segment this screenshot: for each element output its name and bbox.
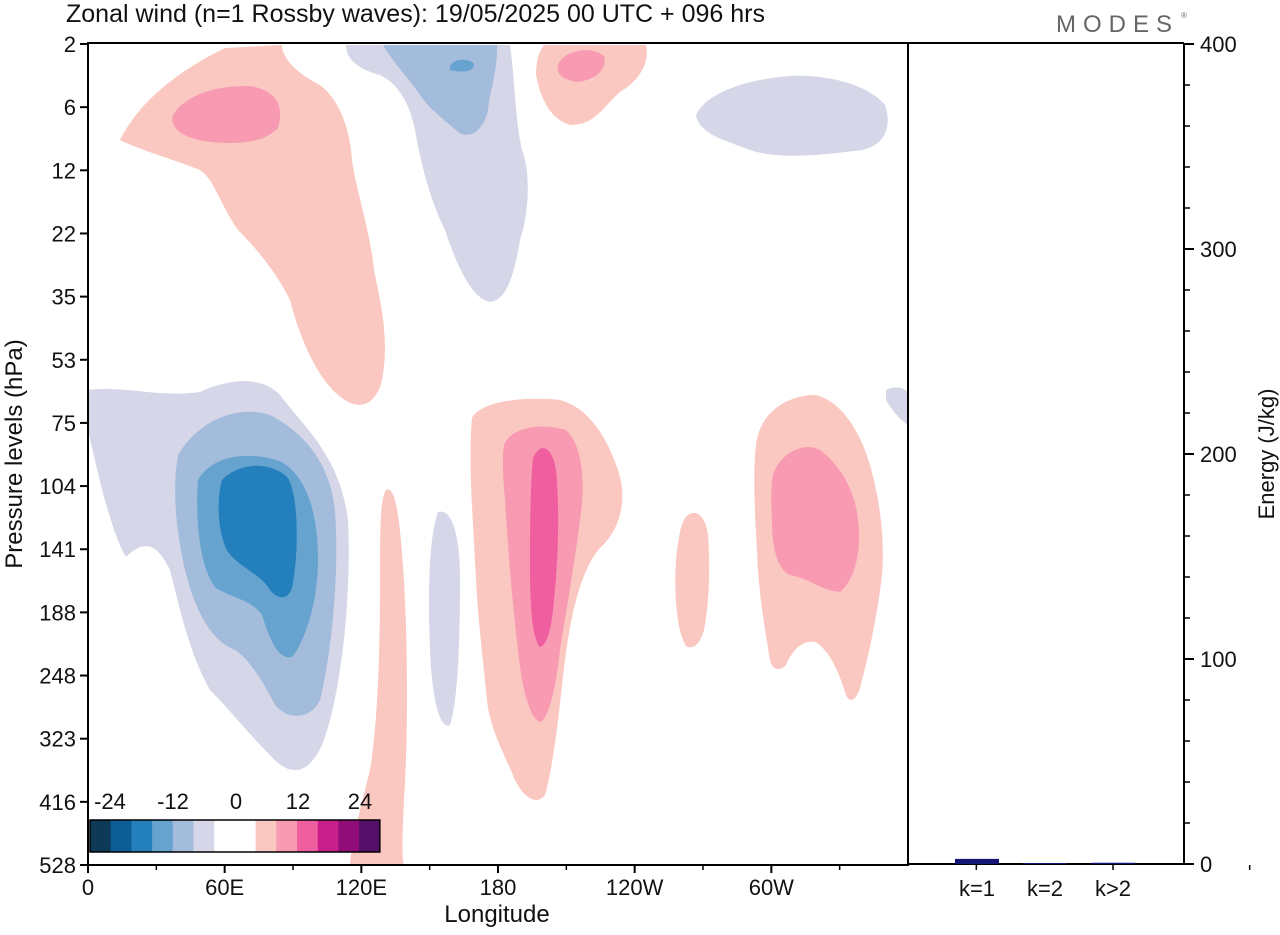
pressure-tick-label-75: 75 [52,411,76,436]
colorbar-cell-3 [152,820,174,852]
energy-tick-label-0: 0 [1200,852,1212,877]
longitude-tick-label-180: 180 [480,875,517,900]
colorbar-cell-9 [276,820,298,852]
colorbar-label-24: 24 [348,789,372,814]
pressure-tick-label-141: 141 [39,537,76,562]
colorbar: -24 -12 0 12 24 [89,789,381,853]
longitude-tick-label-0: 0 [82,875,94,900]
pos-contour-1-level2 [172,85,281,144]
longitude-tick-label-60e: 60E [205,875,244,900]
pressure-tick-label-188: 188 [39,600,76,625]
colorbar-label-12: 12 [286,789,310,814]
longitude-tick-label-120w: 120W [606,875,664,900]
colorbar-cell-1 [110,820,132,852]
pressure-tick-label-22: 22 [52,221,76,246]
energy-category-label-k-1: k=1 [959,876,995,901]
energy-bar-k-2 [1023,863,1067,864]
logo-registered-mark: ® [1181,11,1187,20]
pos-contour-2-level2 [557,50,605,82]
pressure-tick-label-35: 35 [52,285,76,310]
neg-contour-5-edge [886,387,908,425]
pos-contour-4-level3 [530,448,559,647]
pressure-tick-label-104: 104 [39,474,76,499]
colorbar-cell-8 [255,820,277,852]
pos-contour-5-column [675,512,710,648]
energy-category-label-k-2: k=2 [1027,876,1063,901]
neg-contour-3-outer [696,75,888,156]
neg-contour-2-level3 [450,59,474,72]
pressure-tick-label-416: 416 [39,790,76,815]
energy-bars: k=1 k=2 k>2 [955,858,1135,901]
longitude-axis: 0 60E 120E 180 120W 60W [82,865,1251,900]
energy-bar-k-2 [1091,862,1135,864]
longitude-tick-label-120e: 120E [336,875,387,900]
colorbar-cell-10 [297,820,319,852]
energy-bar-k-1 [955,858,999,864]
colorbar-cell-5 [193,820,215,852]
contour-field [88,45,908,865]
pos-contour-6-level2 [771,447,860,592]
colorbar-cell-12 [338,820,360,852]
colorbar-cell-0 [90,820,112,852]
pressure-tick-label-248: 248 [39,664,76,689]
y-axis-label: Pressure levels (hPa) [1,339,28,568]
pressure-tick-label-323: 323 [39,727,76,752]
pressure-tick-label-528: 528 [39,853,76,878]
colorbar-cell-4 [172,820,194,852]
longitude-tick-label-60w: 60W [749,875,794,900]
colorbar-cell-13 [359,820,381,852]
modes-logo: MODES [1056,11,1179,38]
colorbar-cell-2 [131,820,153,852]
energy-tick-label-200: 200 [1200,442,1237,467]
energy-axis: 0 100 200 300 400 [1184,32,1237,877]
pressure-axis: 2 6 12 22 35 53 75 104 141 188 248 323 416 528 [39,32,88,878]
energy-axis-label: Energy (J/kg) [1254,389,1279,520]
pressure-tick-label-6: 6 [64,95,76,120]
colorbar-frame [89,819,381,853]
colorbar-cell-6 [214,820,236,852]
neg-contour-4-column [428,511,460,726]
colorbar-cell-11 [317,820,339,852]
colorbar-cell-7 [234,820,257,852]
colorbar-label-12: -12 [157,789,189,814]
chart-title: Zonal wind (n=1 Rossby waves): 19/05/202… [66,0,765,28]
x-axis-label: Longitude [444,901,549,928]
colorbar-label-0: 0 [230,789,242,814]
energy-tick-label-400: 400 [1200,32,1237,57]
energy-category-label-k-2: k>2 [1095,876,1131,901]
energy-tick-label-300: 300 [1200,237,1237,262]
neg-contour-1-level4 [218,465,297,598]
pos-contour-3-column [350,489,407,865]
energy-tick-label-100: 100 [1200,647,1237,672]
pressure-tick-label-53: 53 [52,348,76,373]
colorbar-label-24: -24 [94,789,126,814]
pressure-tick-label-12: 12 [52,158,76,183]
pressure-tick-label-2: 2 [64,32,76,57]
